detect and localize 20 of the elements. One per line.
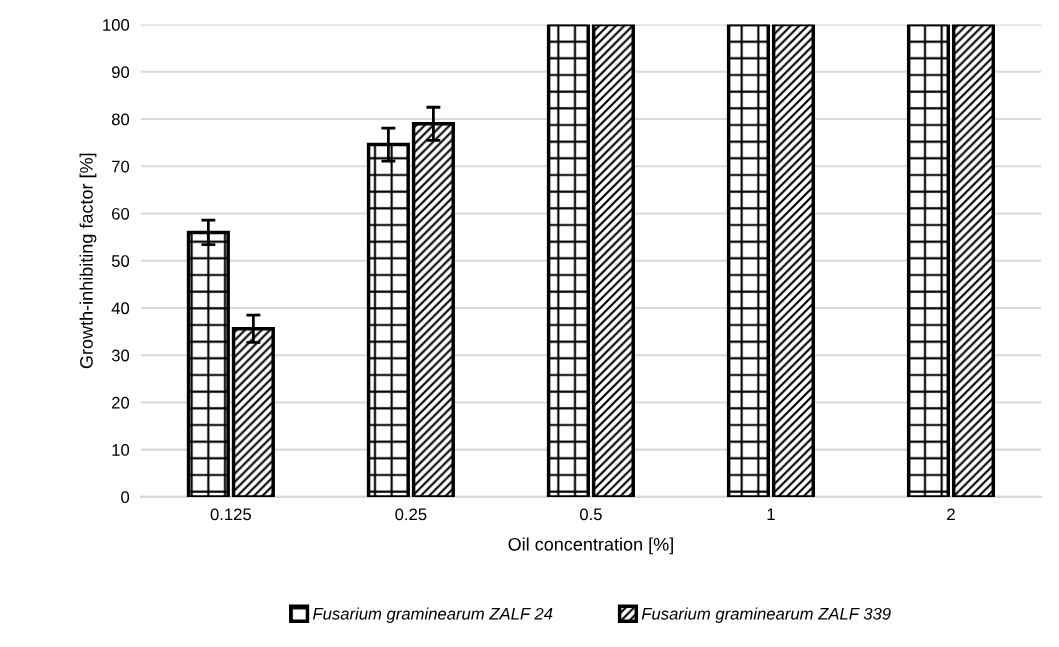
- y-axis-title: Growth-inhibiting factor [%]: [79, 153, 97, 369]
- y-tick-label: 100: [103, 18, 130, 31]
- y-tick-label: 50: [111, 255, 130, 267]
- x-tick-label: 0.25: [395, 508, 427, 521]
- y-tick-label: 90: [111, 66, 130, 79]
- y-tick-label: 80: [111, 113, 130, 126]
- x-tick-label: 0.5: [579, 508, 602, 521]
- x-tick-label: 1: [767, 508, 775, 521]
- y-tick-label: 20: [112, 396, 130, 409]
- x-tick-label: 2: [947, 508, 955, 521]
- legend-label: Fusarium graminearum ZALF 339: [641, 607, 891, 623]
- legend-label: Fusarium graminearum ZALF 24: [312, 607, 553, 623]
- y-tick-label: 30: [111, 349, 130, 362]
- y-tick-label: 0: [121, 491, 130, 504]
- y-tick-label: 40: [111, 302, 130, 315]
- y-tick-label: 70: [112, 160, 130, 173]
- x-axis-title: Oil concentration [%]: [508, 537, 673, 555]
- y-tick-label: 10: [112, 444, 130, 456]
- x-tick-label: 0.125: [210, 508, 252, 521]
- y-tick-label: 60: [112, 207, 130, 220]
